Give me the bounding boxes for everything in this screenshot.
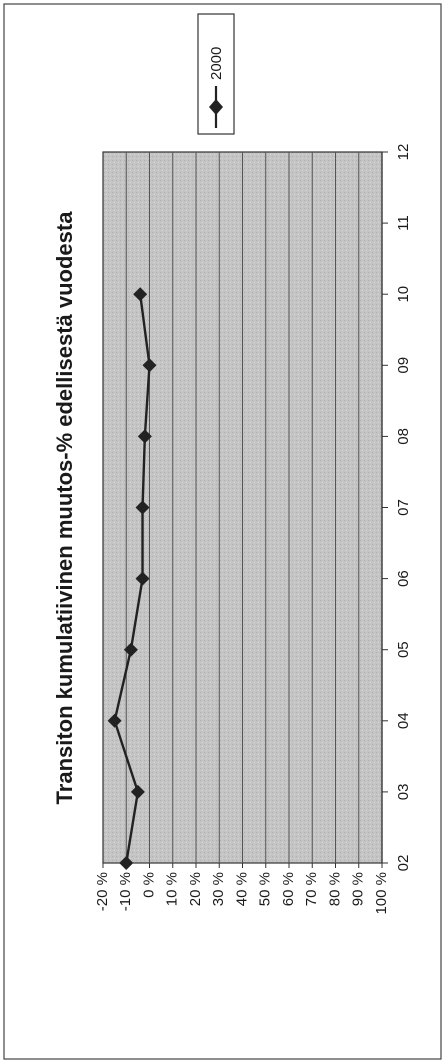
series-markers [107,287,157,870]
x-tick-label: 04 [395,712,412,729]
data-point [135,571,150,586]
legend-marker [209,99,223,115]
legend: 2000 [197,13,235,135]
data-point [133,287,148,302]
y-axis: 100 % 90 % 80 % 70 % 60 % 50 % 40 % 30 % 20 % 10 … [94,863,390,915]
data-point [123,642,138,657]
x-tick-label: 07 [395,499,412,516]
x-axis: 02 03 04 05 06 07 08 09 10 11 12 [381,144,412,872]
x-tick-label: 11 [395,215,412,231]
y-tick-label: 100 % [373,872,390,915]
data-point [107,713,122,728]
y-tick-label: 80 % [326,872,343,906]
y-tick-label: 60 % [280,872,297,906]
y-tick-label: 70 % [303,872,320,906]
y-tick-label: 20 % [187,872,204,906]
data-point [142,358,157,373]
data-point [119,856,134,870]
x-tick-label: 03 [395,784,412,801]
y-tick-label: -20 % [94,872,111,911]
y-tick-label: 30 % [210,872,227,906]
y-tick-label: -10 % [117,872,134,911]
legend-label: 2000 [208,47,225,80]
x-tick-label: 12 [395,144,412,161]
y-tick-label: 40 % [233,872,250,906]
data-point [135,500,150,515]
y-tick-label: 10 % [164,872,181,906]
y-tick-label: 50 % [257,872,274,906]
y-tick-label: 90 % [350,872,367,906]
data-point [137,429,152,444]
chart-title: Transiton kumulatiivinen muutos-% edelli… [52,211,77,805]
x-tick-label: 10 [395,286,412,303]
x-tick-label: 05 [395,641,412,658]
x-tick-label: 02 [395,855,412,872]
x-tick-label: 08 [395,428,412,445]
data-point [130,784,145,799]
x-tick-label: 09 [395,357,412,374]
x-tick-label: 06 [395,570,412,587]
y-tick-label: 0 % [140,872,157,898]
